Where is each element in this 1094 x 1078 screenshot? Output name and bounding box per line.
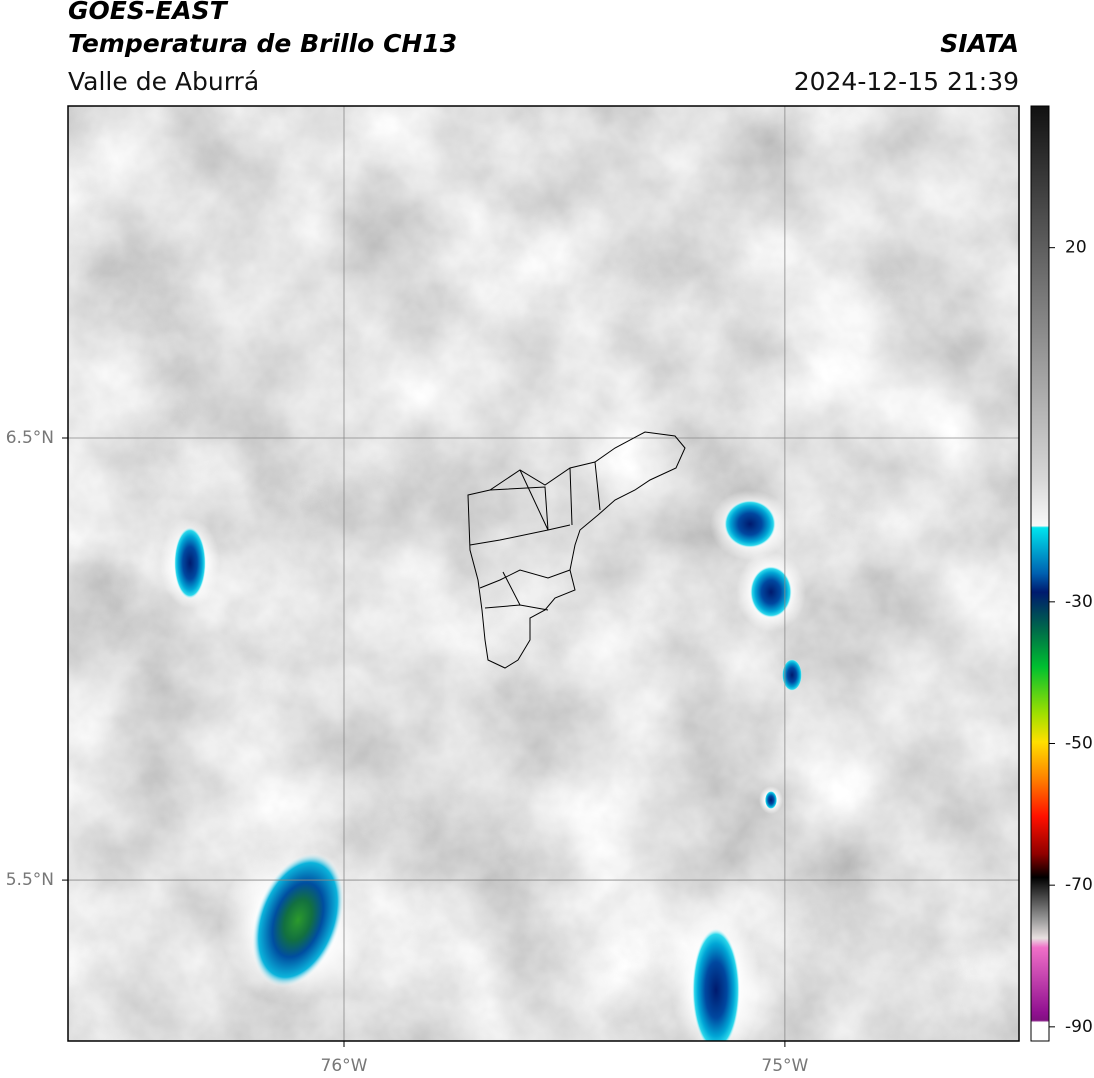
y-tick-label: 5.5°N: [6, 870, 54, 890]
title: GOES-EAST: [68, 0, 229, 25]
colorbar: [1030, 105, 1050, 1042]
timestamp: 2024-12-15 21:39: [794, 67, 1019, 96]
cloud-tops: [160, 490, 806, 1041]
colorbar-tick-label: -30: [1065, 592, 1093, 612]
subtitle: Temperatura de Brillo CH13: [68, 29, 457, 58]
municipal-boundaries: [467, 431, 686, 669]
region: Valle de Aburrá: [68, 67, 259, 96]
colorbar-tick-label: -70: [1065, 875, 1093, 895]
satellite-image: [68, 106, 1019, 1041]
colorbar-tick-label: -50: [1065, 734, 1093, 754]
y-tick-label: 6.5°N: [6, 428, 54, 448]
x-tick-label: 76°W: [321, 1056, 368, 1076]
x-tick-label: 75°W: [761, 1056, 808, 1076]
map-frame: [67, 105, 1020, 1042]
colorbar-tick-label: -90: [1065, 1017, 1093, 1037]
source: SIATA: [940, 29, 1019, 58]
colorbar-tick-label: 20: [1065, 238, 1087, 258]
